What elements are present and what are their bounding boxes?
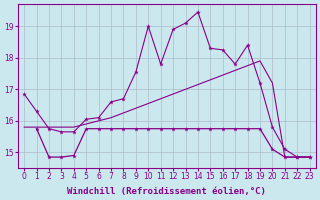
X-axis label: Windchill (Refroidissement éolien,°C): Windchill (Refroidissement éolien,°C) [68, 187, 266, 196]
